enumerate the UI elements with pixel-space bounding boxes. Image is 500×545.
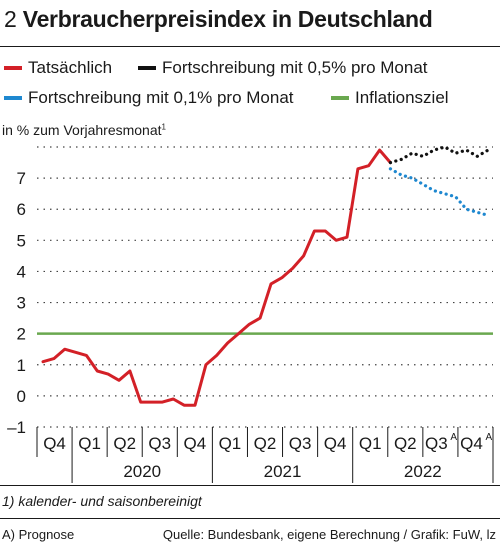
y-tick-label: 6 — [17, 200, 26, 219]
y-tick-label: 4 — [17, 262, 26, 281]
source-credit: Quelle: Bundesbank, eigene Berechnung / … — [162, 527, 496, 542]
legend-label-target: Inflationsziel — [355, 88, 449, 107]
x-tick-label: Q4 — [184, 434, 207, 453]
y-axis-label-footnote: 1 — [161, 122, 166, 132]
x-tick-label: Q4 — [324, 434, 347, 453]
y-axis-label: in % zum Vorjahresmonat1 — [2, 122, 166, 138]
y-tick-label: 3 — [17, 294, 26, 313]
x-tick-label: Q2 — [113, 434, 136, 453]
year-label: 2020 — [123, 462, 161, 481]
series-line-0 — [41, 148, 392, 407]
series-line-1 — [388, 145, 490, 165]
legend-item-forecast-05: Fortschreibung mit 0,5% pro Monat — [138, 58, 428, 78]
x-tick-label: Q1 — [359, 434, 382, 453]
year-label: 2022 — [404, 462, 442, 481]
x-tick-label: Q1 — [219, 434, 242, 453]
y-tick-label: 7 — [17, 169, 26, 188]
legend-label-forecast-05: Fortschreibung mit 0,5% pro Monat — [162, 58, 428, 77]
legend-swatch-actual — [4, 66, 22, 70]
legend-swatch-forecast-01 — [4, 96, 22, 100]
y-tick-label: –1 — [7, 418, 26, 437]
legend-swatch-target — [331, 96, 349, 100]
x-tick-label: Q3 — [289, 434, 312, 453]
prognosis-note: A) Prognose — [2, 527, 75, 542]
y-tick-label: 5 — [17, 231, 26, 250]
y-tick-label: 1 — [17, 356, 26, 375]
x-tick-footnote: A — [485, 432, 492, 443]
chart-title-text: Verbraucherpreisindex in Deutschland — [22, 6, 433, 32]
footnote: 1) kalender- und saisonbereinigt — [2, 493, 202, 509]
x-tick-label: Q4 — [43, 434, 66, 453]
y-axis-label-text: in % zum Vorjahresmonat — [2, 122, 162, 138]
x-tick-label: Q3 — [148, 434, 171, 453]
y-tick-label: 2 — [17, 325, 26, 344]
y-tick-label: 0 — [17, 387, 26, 406]
source-rule — [0, 518, 500, 519]
legend-label-forecast-01: Fortschreibung mit 0,1% pro Monat — [28, 88, 294, 107]
x-tick-label: Q2 — [394, 434, 417, 453]
x-tick-label: Q1 — [78, 434, 101, 453]
title-rule — [0, 46, 500, 47]
legend-swatch-forecast-05 — [138, 66, 156, 70]
legend-label-actual: Tatsächlich — [28, 58, 113, 77]
x-tick-label: Q3 — [425, 434, 448, 453]
chart-title: 2 Verbraucherpreisindex in Deutschland — [4, 6, 433, 33]
footnote-rule — [0, 485, 500, 486]
year-label: 2021 — [264, 462, 302, 481]
x-tick-label: Q2 — [254, 434, 277, 453]
x-tick-label: Q4 — [460, 434, 483, 453]
series-line-2 — [388, 167, 490, 217]
x-tick-footnote: A — [450, 432, 457, 443]
legend-item-forecast-01: Fortschreibung mit 0,1% pro Monat — [4, 88, 294, 108]
legend-item-actual: Tatsächlich — [4, 58, 112, 78]
legend-item-target: Inflationsziel — [331, 88, 449, 108]
chart-number: 2 — [4, 6, 17, 32]
